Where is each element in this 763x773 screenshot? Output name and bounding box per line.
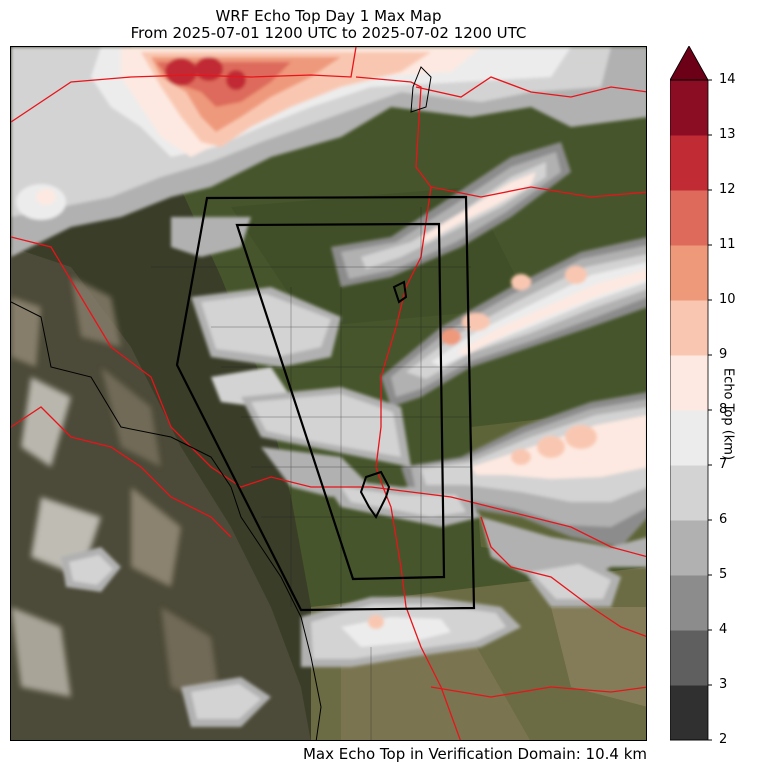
colorbar-tick-label: 13: [719, 127, 736, 142]
echo-top-map: [11, 47, 646, 740]
colorbar-segment: [670, 135, 708, 191]
county-lines: [151, 207, 471, 740]
map-panel: [10, 46, 647, 741]
colorbar-tick-label: 10: [719, 292, 736, 307]
colorbar-tick-label: 5: [719, 567, 728, 582]
colorbar-segment: [670, 245, 708, 301]
map-subtitle: From 2025-07-01 1200 UTC to 2025-07-02 1…: [130, 24, 527, 42]
colorbar-segment: [670, 190, 708, 246]
colorbar-tick-label: 12: [719, 182, 736, 197]
colorbar: [670, 46, 712, 741]
colorbar-tick-label: 14: [719, 72, 736, 87]
colorbar-segment: [670, 685, 708, 741]
colorbar-tick-label: 11: [719, 237, 736, 252]
black-boundaries: [11, 66, 432, 740]
colorbar-tick-label: 6: [719, 512, 728, 527]
verification-domain: [175, 195, 476, 612]
colorbar-extend-arrow: [670, 46, 709, 81]
colorbar-tick-label: 3: [719, 677, 728, 692]
colorbar-segment: [670, 80, 708, 136]
colorbar-tick-label: 4: [719, 622, 728, 637]
echo-top-contours: [11, 47, 646, 727]
max-echo-top-note: Max Echo Top in Verification Domain: 10.…: [302, 745, 647, 763]
colorbar-segment: [670, 465, 708, 521]
political-boundaries: [11, 47, 646, 740]
colorbar-tick-label: 9: [719, 347, 728, 362]
colorbar-segment: [670, 355, 708, 411]
town-outline: [392, 280, 408, 304]
city-outline: [359, 470, 391, 519]
colorbar-tick-label: 7: [719, 457, 728, 472]
colorbar-segment: [670, 410, 708, 466]
map-title: WRF Echo Top Day 1 Max Map: [215, 7, 442, 25]
colorbar-segment: [670, 300, 708, 356]
colorbar-tick-label: 8: [719, 402, 728, 417]
colorbar-tick-label: 2: [719, 732, 728, 747]
colorbar-segment: [670, 520, 708, 576]
colorbar-segment: [670, 630, 708, 686]
colorbar-segment: [670, 575, 708, 631]
